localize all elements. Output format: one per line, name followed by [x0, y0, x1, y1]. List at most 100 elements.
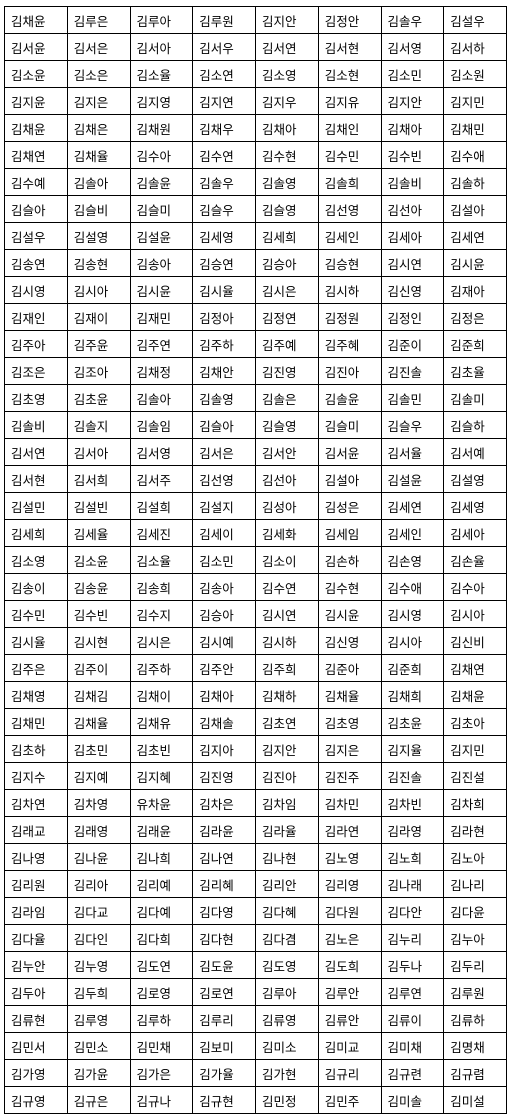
- name-cell: 김초율: [443, 357, 507, 385]
- name-cell: 김수예: [4, 168, 68, 196]
- name-cell: 김조아: [66, 357, 131, 385]
- name-cell: 김시율: [4, 627, 68, 655]
- name-cell: 김보미: [192, 1032, 256, 1060]
- name-cell: 김세인: [380, 519, 445, 547]
- name-cell: 김솔비: [4, 411, 68, 439]
- table-row: 김라임 김다교 김다예 김다영 김다혜 김다원 김다안 김다윤: [4, 897, 507, 925]
- name-cell: 김솔민: [380, 384, 445, 412]
- name-table: 김채윤 김루은 김루아 김루원 김지안 김정안 김솔우 김설우 김서윤 김서은 김서아 김서우 김서연 김…: [4, 6, 507, 1114]
- name-cell: 김루안: [317, 978, 382, 1006]
- name-cell: 김수민: [4, 600, 68, 628]
- table-row: 김조은 김조아 김채정 김채안 김진영 김진아 김진솔 김초율: [4, 357, 507, 385]
- name-cell: 김나영: [4, 843, 68, 871]
- name-cell: 김규현: [192, 1086, 256, 1114]
- name-cell: 김수연: [192, 141, 256, 169]
- name-cell: 김소윤: [66, 546, 131, 574]
- name-cell: 김채김: [66, 681, 131, 709]
- name-cell: 김소연: [192, 60, 256, 88]
- name-cell: 김정은: [443, 303, 507, 331]
- name-cell: 김초윤: [66, 384, 131, 412]
- name-cell: 김나희: [129, 843, 194, 871]
- name-cell: 김지영: [129, 87, 194, 115]
- name-cell: 김차민: [317, 789, 382, 817]
- name-cell: 김세영: [443, 492, 507, 520]
- name-cell: 김채인: [317, 114, 382, 142]
- name-cell: 김정안: [317, 6, 382, 34]
- name-cell: 김초하: [4, 735, 68, 763]
- name-cell: 김초영: [4, 384, 68, 412]
- name-cell: 김소원: [443, 60, 507, 88]
- name-cell: 김라임: [4, 897, 68, 925]
- name-cell: 김서아: [66, 438, 131, 466]
- name-cell: 김솔아: [129, 384, 194, 412]
- name-cell: 김솔아: [66, 168, 131, 196]
- name-cell: 김세임: [317, 519, 382, 547]
- name-cell: 김미교: [317, 1032, 382, 1060]
- name-cell: 김서은: [66, 33, 131, 61]
- name-cell: 김선아: [380, 195, 445, 223]
- name-cell: 김라윤: [192, 816, 256, 844]
- name-cell: 김나리: [443, 870, 507, 898]
- name-cell: 김시윤: [317, 600, 382, 628]
- name-cell: 김진주: [317, 762, 382, 790]
- name-cell: 김노아: [443, 843, 507, 871]
- name-cell: 김두아: [4, 978, 68, 1006]
- name-cell: 김채정: [129, 357, 194, 385]
- name-cell: 김가윤: [66, 1059, 131, 1087]
- name-cell: 김루은: [66, 6, 131, 34]
- name-cell: 김소영: [4, 546, 68, 574]
- name-cell: 김승연: [192, 249, 256, 277]
- name-cell: 김소민: [192, 546, 256, 574]
- name-cell: 김슬우: [380, 411, 445, 439]
- name-table-body: 김채윤 김루은 김루아 김루원 김지안 김정안 김솔우 김설우 김서윤 김서은 김서아 김서우 김서연 김…: [4, 6, 507, 1114]
- table-row: 김소윤 김소은 김소율 김소연 김소영 김소현 김소민 김소원: [4, 60, 507, 88]
- table-row: 김지수 김지예 김지혜 김진영 김진아 김진주 김진솔 김진설: [4, 762, 507, 790]
- name-cell: 김시예: [192, 627, 256, 655]
- table-row: 김가영 김가윤 김가은 김가율 김가현 김규리 김규련 김규렴: [4, 1059, 507, 1087]
- name-cell: 김채윤: [4, 114, 68, 142]
- name-cell: 김슬하: [443, 411, 507, 439]
- name-cell: 김송아: [192, 573, 256, 601]
- name-cell: 김나현: [255, 843, 319, 871]
- name-cell: 김도연: [129, 951, 194, 979]
- name-cell: 김채연: [4, 141, 68, 169]
- name-cell: 김나연: [192, 843, 256, 871]
- name-cell: 김서예: [443, 438, 507, 466]
- name-cell: 김진아: [255, 762, 319, 790]
- name-cell: 김주하: [192, 330, 256, 358]
- name-cell: 김설윤: [380, 465, 445, 493]
- name-cell: 김세연: [443, 222, 507, 250]
- name-cell: 김세연: [380, 492, 445, 520]
- name-cell: 김시윤: [443, 249, 507, 277]
- name-cell: 김재인: [4, 303, 68, 331]
- name-cell: 김다희: [129, 924, 194, 952]
- name-cell: 김승아: [255, 249, 319, 277]
- table-row: 김주아 김주윤 김주연 김주하 김주예 김주혜 김준이 김준희: [4, 330, 507, 358]
- name-cell: 김서영: [380, 33, 445, 61]
- name-cell: 김규은: [66, 1086, 131, 1114]
- name-cell: 김소율: [129, 546, 194, 574]
- table-row: 김래교 김래영 김래윤 김라윤 김라율 김라연 김라영 김라현: [4, 816, 507, 844]
- name-cell: 김시아: [66, 276, 131, 304]
- table-row: 김다율 김다인 김다희 김다현 김다겸 김노은 김누리 김누아: [4, 924, 507, 952]
- name-cell: 김도영: [255, 951, 319, 979]
- name-cell: 김시연: [380, 249, 445, 277]
- name-cell: 김래교: [4, 816, 68, 844]
- name-cell: 김설우: [4, 222, 68, 250]
- name-cell: 김주아: [4, 330, 68, 358]
- name-cell: 김승현: [317, 249, 382, 277]
- name-cell: 김서주: [129, 465, 194, 493]
- name-cell: 김지안: [255, 6, 319, 34]
- table-row: 김채윤 김채은 김채원 김채우 김채아 김채인 김채아 김채민: [4, 114, 507, 142]
- name-cell: 김민채: [129, 1032, 194, 1060]
- name-cell: 김수애: [443, 141, 507, 169]
- name-cell: 김지안: [255, 735, 319, 763]
- table-row: 김차연 김차영 유차윤 김차은 김차임 김차민 김차빈 김차희: [4, 789, 507, 817]
- name-cell: 김리영: [317, 870, 382, 898]
- name-cell: 김시율: [192, 276, 256, 304]
- name-cell: 김규영: [4, 1086, 68, 1114]
- name-cell: 김채윤: [443, 681, 507, 709]
- name-cell: 김진설: [443, 762, 507, 790]
- name-cell: 김채안: [192, 357, 256, 385]
- name-cell: 김다율: [4, 924, 68, 952]
